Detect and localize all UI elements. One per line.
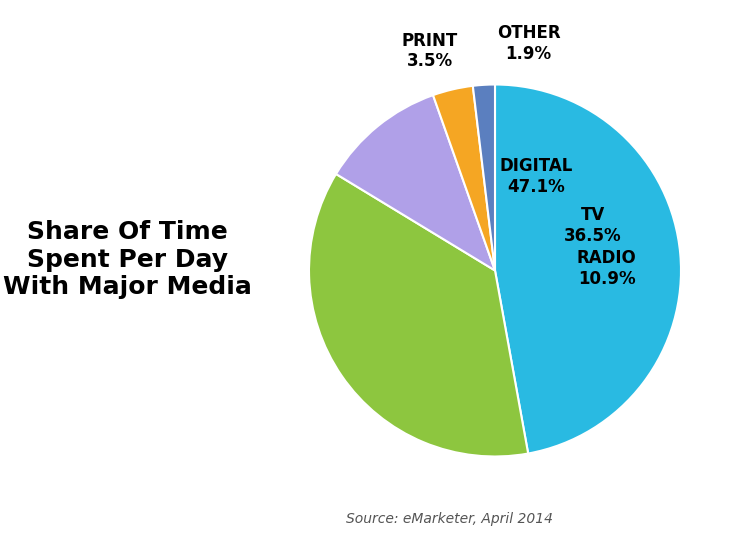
Wedge shape (433, 86, 495, 270)
Text: TV
36.5%: TV 36.5% (564, 206, 622, 245)
Wedge shape (336, 95, 495, 270)
Text: Source: eMarketer, April 2014: Source: eMarketer, April 2014 (346, 512, 554, 526)
Text: OTHER
1.9%: OTHER 1.9% (496, 24, 560, 63)
Wedge shape (309, 174, 528, 457)
Wedge shape (495, 84, 681, 453)
Text: Share Of Time
Spent Per Day
With Major Media: Share Of Time Spent Per Day With Major M… (3, 220, 252, 300)
Wedge shape (472, 84, 495, 270)
Text: PRINT
3.5%: PRINT 3.5% (402, 31, 458, 70)
Text: RADIO
10.9%: RADIO 10.9% (577, 249, 637, 288)
Text: DIGITAL
47.1%: DIGITAL 47.1% (500, 157, 572, 196)
